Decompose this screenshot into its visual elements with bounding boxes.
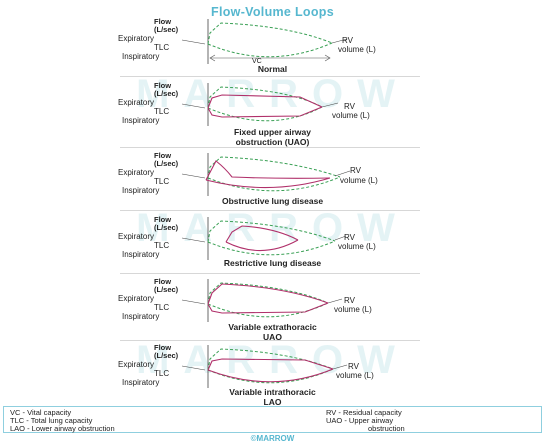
legend-item: LAO - Lower airway obstruction <box>10 424 115 433</box>
panel-caption: Variable extrathoracic UAO <box>228 322 317 342</box>
panel-caption: Obstructive lung disease <box>221 196 324 206</box>
inspiratory-label: Inspiratory <box>122 312 160 321</box>
divider <box>120 147 420 148</box>
legend-item: UAO - Upper airway <box>326 416 394 425</box>
divider <box>120 76 420 77</box>
rv-label: RV <box>344 233 355 242</box>
divider <box>120 340 420 341</box>
vc-label: VC <box>252 58 262 65</box>
variable-extrathoracic-loop-diagram <box>181 279 343 322</box>
expiratory-label: Expiratory <box>118 360 155 369</box>
panel-restrictive: Flow (L/sec) Expiratory TLC Inspiratory R… <box>0 216 545 272</box>
obstructive-loop-diagram <box>181 153 351 196</box>
expiratory-label: Expiratory <box>118 98 155 107</box>
divider <box>120 273 420 274</box>
panel-caption: Normal <box>257 64 288 74</box>
panel-variable-intrathoracic: Flow (L/sec) Expiratory TLC Inspiratory R… <box>0 343 545 407</box>
restrictive-loop-diagram <box>181 217 347 260</box>
flow-axis-label: Flow (L/sec) <box>154 277 179 294</box>
tlc-label: TLC <box>154 241 170 250</box>
expiratory-label: Expiratory <box>118 34 155 43</box>
tlc-label: TLC <box>154 177 170 186</box>
expiratory-label: Expiratory <box>118 294 155 303</box>
legend-item: TLC - Total lung capacity <box>10 416 93 425</box>
volume-label: volume (L) <box>340 176 378 185</box>
volume-label: volume (L) <box>334 305 372 314</box>
inspiratory-label: Inspiratory <box>122 250 160 259</box>
expiratory-label: Expiratory <box>118 232 155 241</box>
tlc-label: TLC <box>154 303 170 312</box>
panel-caption: Restrictive lung disease <box>223 258 322 268</box>
volume-label: volume (L) <box>332 111 370 120</box>
inspiratory-label: Inspiratory <box>122 116 160 125</box>
flow-axis-label: Flow (L/sec) <box>154 17 179 34</box>
inspiratory-label: Inspiratory <box>122 186 160 195</box>
legend-item: obstruction <box>368 424 405 433</box>
flow-axis-label: Flow (L/sec) <box>154 343 179 360</box>
watermark-1: MARROW <box>136 72 409 116</box>
panel-normal: Flow (L/sec) Expiratory TLC Inspiratory R… <box>0 18 545 78</box>
panel-variable-extrathoracic: Flow (L/sec) Expiratory TLC Inspiratory R… <box>0 277 545 342</box>
volume-label: volume (L) <box>338 242 376 251</box>
rv-label: RV <box>342 36 353 45</box>
rv-label: RV <box>348 362 359 371</box>
fixed-uao-loop-diagram <box>181 83 339 126</box>
legend-left-column: VC - Vital capacity TLC - Total lung cap… <box>10 409 115 433</box>
volume-label: volume (L) <box>336 371 374 380</box>
variable-intrathoracic-loop-diagram <box>181 345 348 388</box>
watermark-2: MARROW <box>136 206 409 250</box>
panel-caption: Fixed upper airway obstruction (UAO) <box>234 127 311 147</box>
flow-axis-label: Flow (L/sec) <box>154 215 179 232</box>
rv-label: RV <box>344 296 355 305</box>
divider <box>120 210 420 211</box>
rv-label: RV <box>350 166 361 175</box>
tlc-label: TLC <box>154 369 170 378</box>
legend-right-column: RV - Residual capacity UAO - Upper airwa… <box>326 409 405 433</box>
tlc-label: TLC <box>154 43 170 52</box>
panel-fixed-uao: Flow (L/sec) Expiratory TLC Inspiratory R… <box>0 82 545 147</box>
panel-caption: Variable intrathoracic LAO <box>229 387 316 407</box>
expiratory-label: Expiratory <box>118 168 155 177</box>
inspiratory-label: Inspiratory <box>122 52 160 61</box>
rv-label: RV <box>344 102 355 111</box>
flow-axis-label: Flow (L/sec) <box>154 151 179 168</box>
footer-brand: ©MARROW <box>250 434 295 443</box>
legend-item: VC - Vital capacity <box>10 408 72 417</box>
page-title: Flow-Volume Loops <box>211 5 334 19</box>
inspiratory-label: Inspiratory <box>122 378 160 387</box>
volume-label: volume (L) <box>338 45 376 54</box>
panel-obstructive: Flow (L/sec) Expiratory TLC Inspiratory R… <box>0 152 545 210</box>
tlc-label: TLC <box>154 107 170 116</box>
flow-axis-label: Flow (L/sec) <box>154 81 179 98</box>
abbreviations-legend: VC - Vital capacity TLC - Total lung cap… <box>3 406 542 433</box>
legend-item: RV - Residual capacity <box>326 408 402 417</box>
normal-loop-diagram <box>181 19 348 64</box>
